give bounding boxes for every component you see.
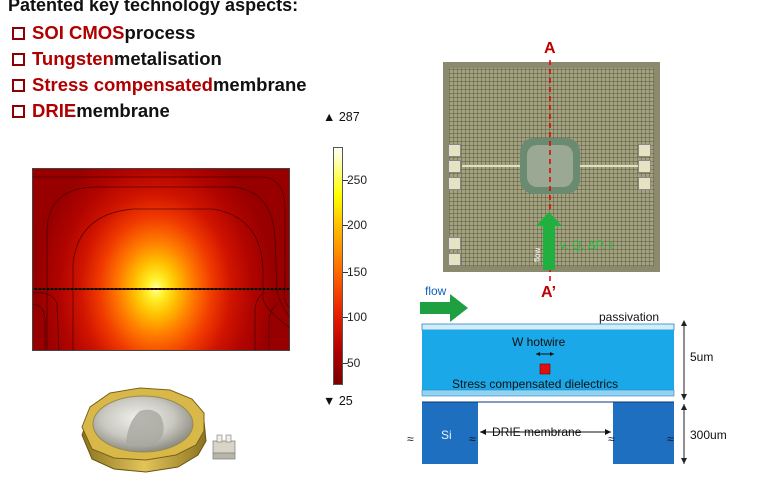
checkbox-icon (12, 52, 25, 66)
chip-track (462, 165, 522, 167)
cross-section-diagram (421, 320, 687, 464)
si-label: Si (441, 428, 452, 442)
bullet-highlight: SOI CMOS (32, 22, 125, 43)
colorbar-tick (343, 272, 348, 273)
checkbox-icon (12, 26, 25, 40)
bullet-item: SOI CMOS process (10, 20, 307, 46)
break-symbol: ≈ (469, 432, 476, 446)
dielectrics-label: Stress compensated dielectrics (452, 377, 619, 391)
colorbar-max-label: ▲ 287 (323, 110, 360, 124)
bullet-text: metalisation (113, 48, 222, 69)
chip-flow-label: flow (533, 247, 542, 262)
drie-membrane-label: DRIE membrane (492, 425, 582, 439)
bond-pad (448, 237, 461, 250)
bullet-item: Stress compensated membrane (10, 72, 307, 98)
slide-title: Patented key technology aspects: (8, 0, 299, 15)
chip-track (578, 165, 638, 167)
colorbar-tick-label: 100 (347, 310, 368, 324)
sensor-chip-icon (212, 434, 236, 460)
bullet-highlight: DRIE (32, 100, 77, 121)
contour-lines (33, 176, 289, 350)
bullet-item: Tungsten metalisation (10, 46, 307, 72)
colorbar-tick-label: 250 (347, 173, 368, 187)
bond-pad (638, 144, 651, 157)
colorbar-tick (343, 363, 348, 364)
bullet-text: membrane (212, 74, 307, 95)
checkbox-icon (12, 78, 25, 92)
colorbar-tick-label: 50 (347, 356, 361, 370)
break-symbol: ≈ (608, 432, 615, 446)
checkbox-icon (12, 104, 25, 118)
flow-label: flow (425, 284, 447, 298)
sensed-quantities: v, Q, ΔP, τ (560, 238, 614, 252)
break-symbol: ≈ (407, 432, 414, 446)
bullet-text: membrane (76, 100, 170, 121)
section-line (549, 60, 551, 284)
colorbar-tick (343, 225, 348, 226)
flow-arrow-icon (420, 294, 468, 322)
thickness-300um-label: 300um (690, 428, 727, 442)
colorbar-tick-label: 200 (347, 218, 368, 232)
bullet-text: process (124, 22, 196, 43)
bond-pad (448, 253, 461, 266)
bullet-list: SOI CMOS process Tungsten metalisation S… (10, 20, 307, 124)
chip-flow-arrow-icon (536, 212, 562, 270)
hotwire-label: W hotwire (512, 335, 566, 349)
section-label-a: A (544, 40, 556, 57)
bullet-highlight: Stress compensated (32, 74, 213, 95)
bond-pad (638, 177, 651, 190)
colorbar (333, 147, 343, 385)
colorbar-tick-label: 150 (347, 265, 368, 279)
colorbar-tick (343, 317, 348, 318)
bond-pad (448, 177, 461, 190)
thermal-heatmap (32, 168, 290, 351)
bond-pad (638, 160, 651, 173)
break-symbol: ≈ (667, 432, 674, 446)
passivation-label: passivation (599, 310, 660, 324)
colorbar-min-label: ▼ 25 (323, 394, 353, 408)
colorbar-tick (343, 180, 348, 181)
bond-pad (448, 144, 461, 157)
bond-pad (448, 160, 461, 173)
bullet-highlight: Tungsten (32, 48, 114, 69)
section-label-a-prime: A’ (541, 284, 557, 301)
bullet-item: DRIE membrane (10, 98, 307, 124)
thickness-5um-label: 5um (690, 350, 714, 364)
coin-illustration (81, 387, 236, 473)
